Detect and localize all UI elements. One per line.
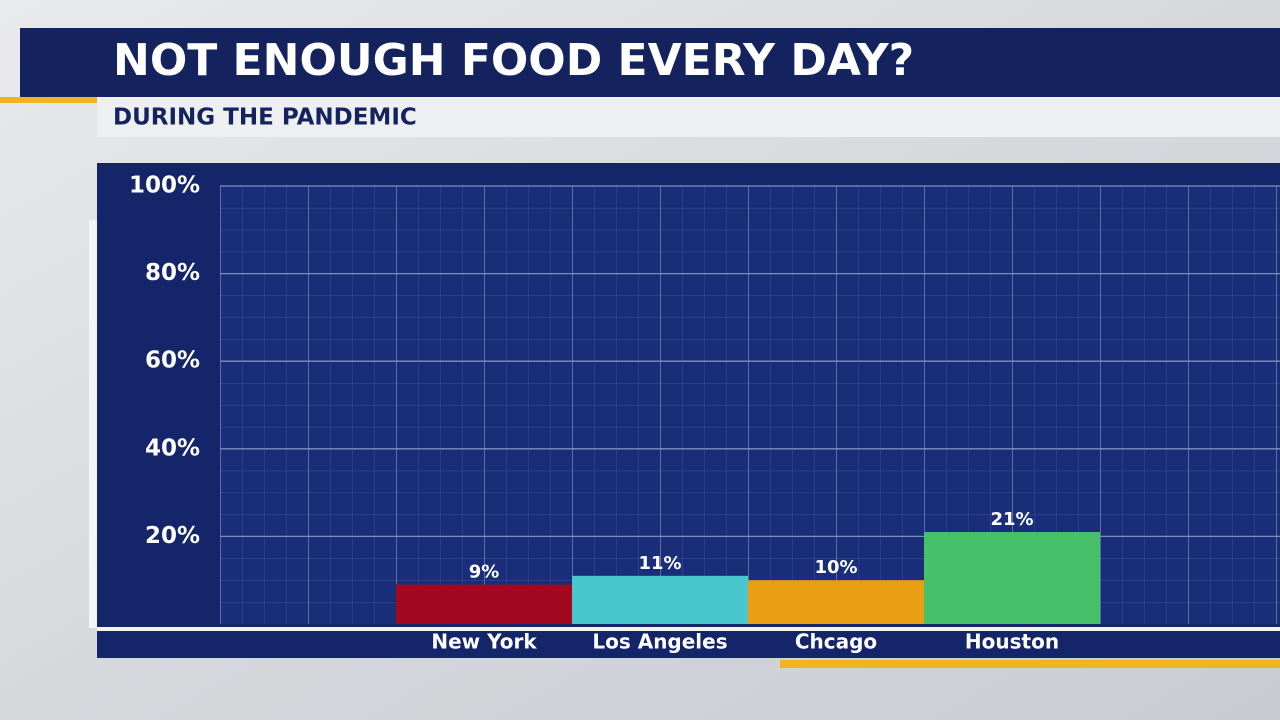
baseline — [97, 627, 1280, 631]
accent-line — [0, 97, 97, 103]
value-label: 21% — [990, 509, 1033, 530]
y-tick-label: 40% — [145, 435, 200, 461]
x-tick-label: Los Angeles — [592, 630, 727, 654]
value-label: 9% — [469, 562, 500, 583]
subtitle-bar — [97, 97, 1280, 137]
y-tick-label: 60% — [145, 348, 200, 374]
x-tick-label: New York — [431, 630, 537, 654]
bar — [748, 580, 924, 624]
bar — [924, 532, 1100, 624]
y-tick-label: 80% — [145, 260, 200, 286]
value-label: 10% — [814, 557, 857, 578]
x-tick-label: Chcago — [795, 630, 877, 654]
bar — [572, 575, 748, 624]
y-tick-label: 20% — [145, 523, 200, 549]
y-tick-label: 100% — [129, 173, 200, 199]
vertical-grid — [220, 186, 1280, 624]
value-label: 11% — [638, 553, 681, 574]
x-tick-label: Houston — [965, 630, 1059, 654]
panel-edge — [89, 220, 97, 628]
accent-line — [780, 660, 1280, 668]
chart-title: NOT ENOUGH FOOD EVERY DAY? — [113, 35, 914, 86]
title-bar — [20, 28, 1280, 97]
chart-subtitle: DURING THE PANDEMIC — [113, 105, 417, 131]
bar — [396, 584, 572, 624]
